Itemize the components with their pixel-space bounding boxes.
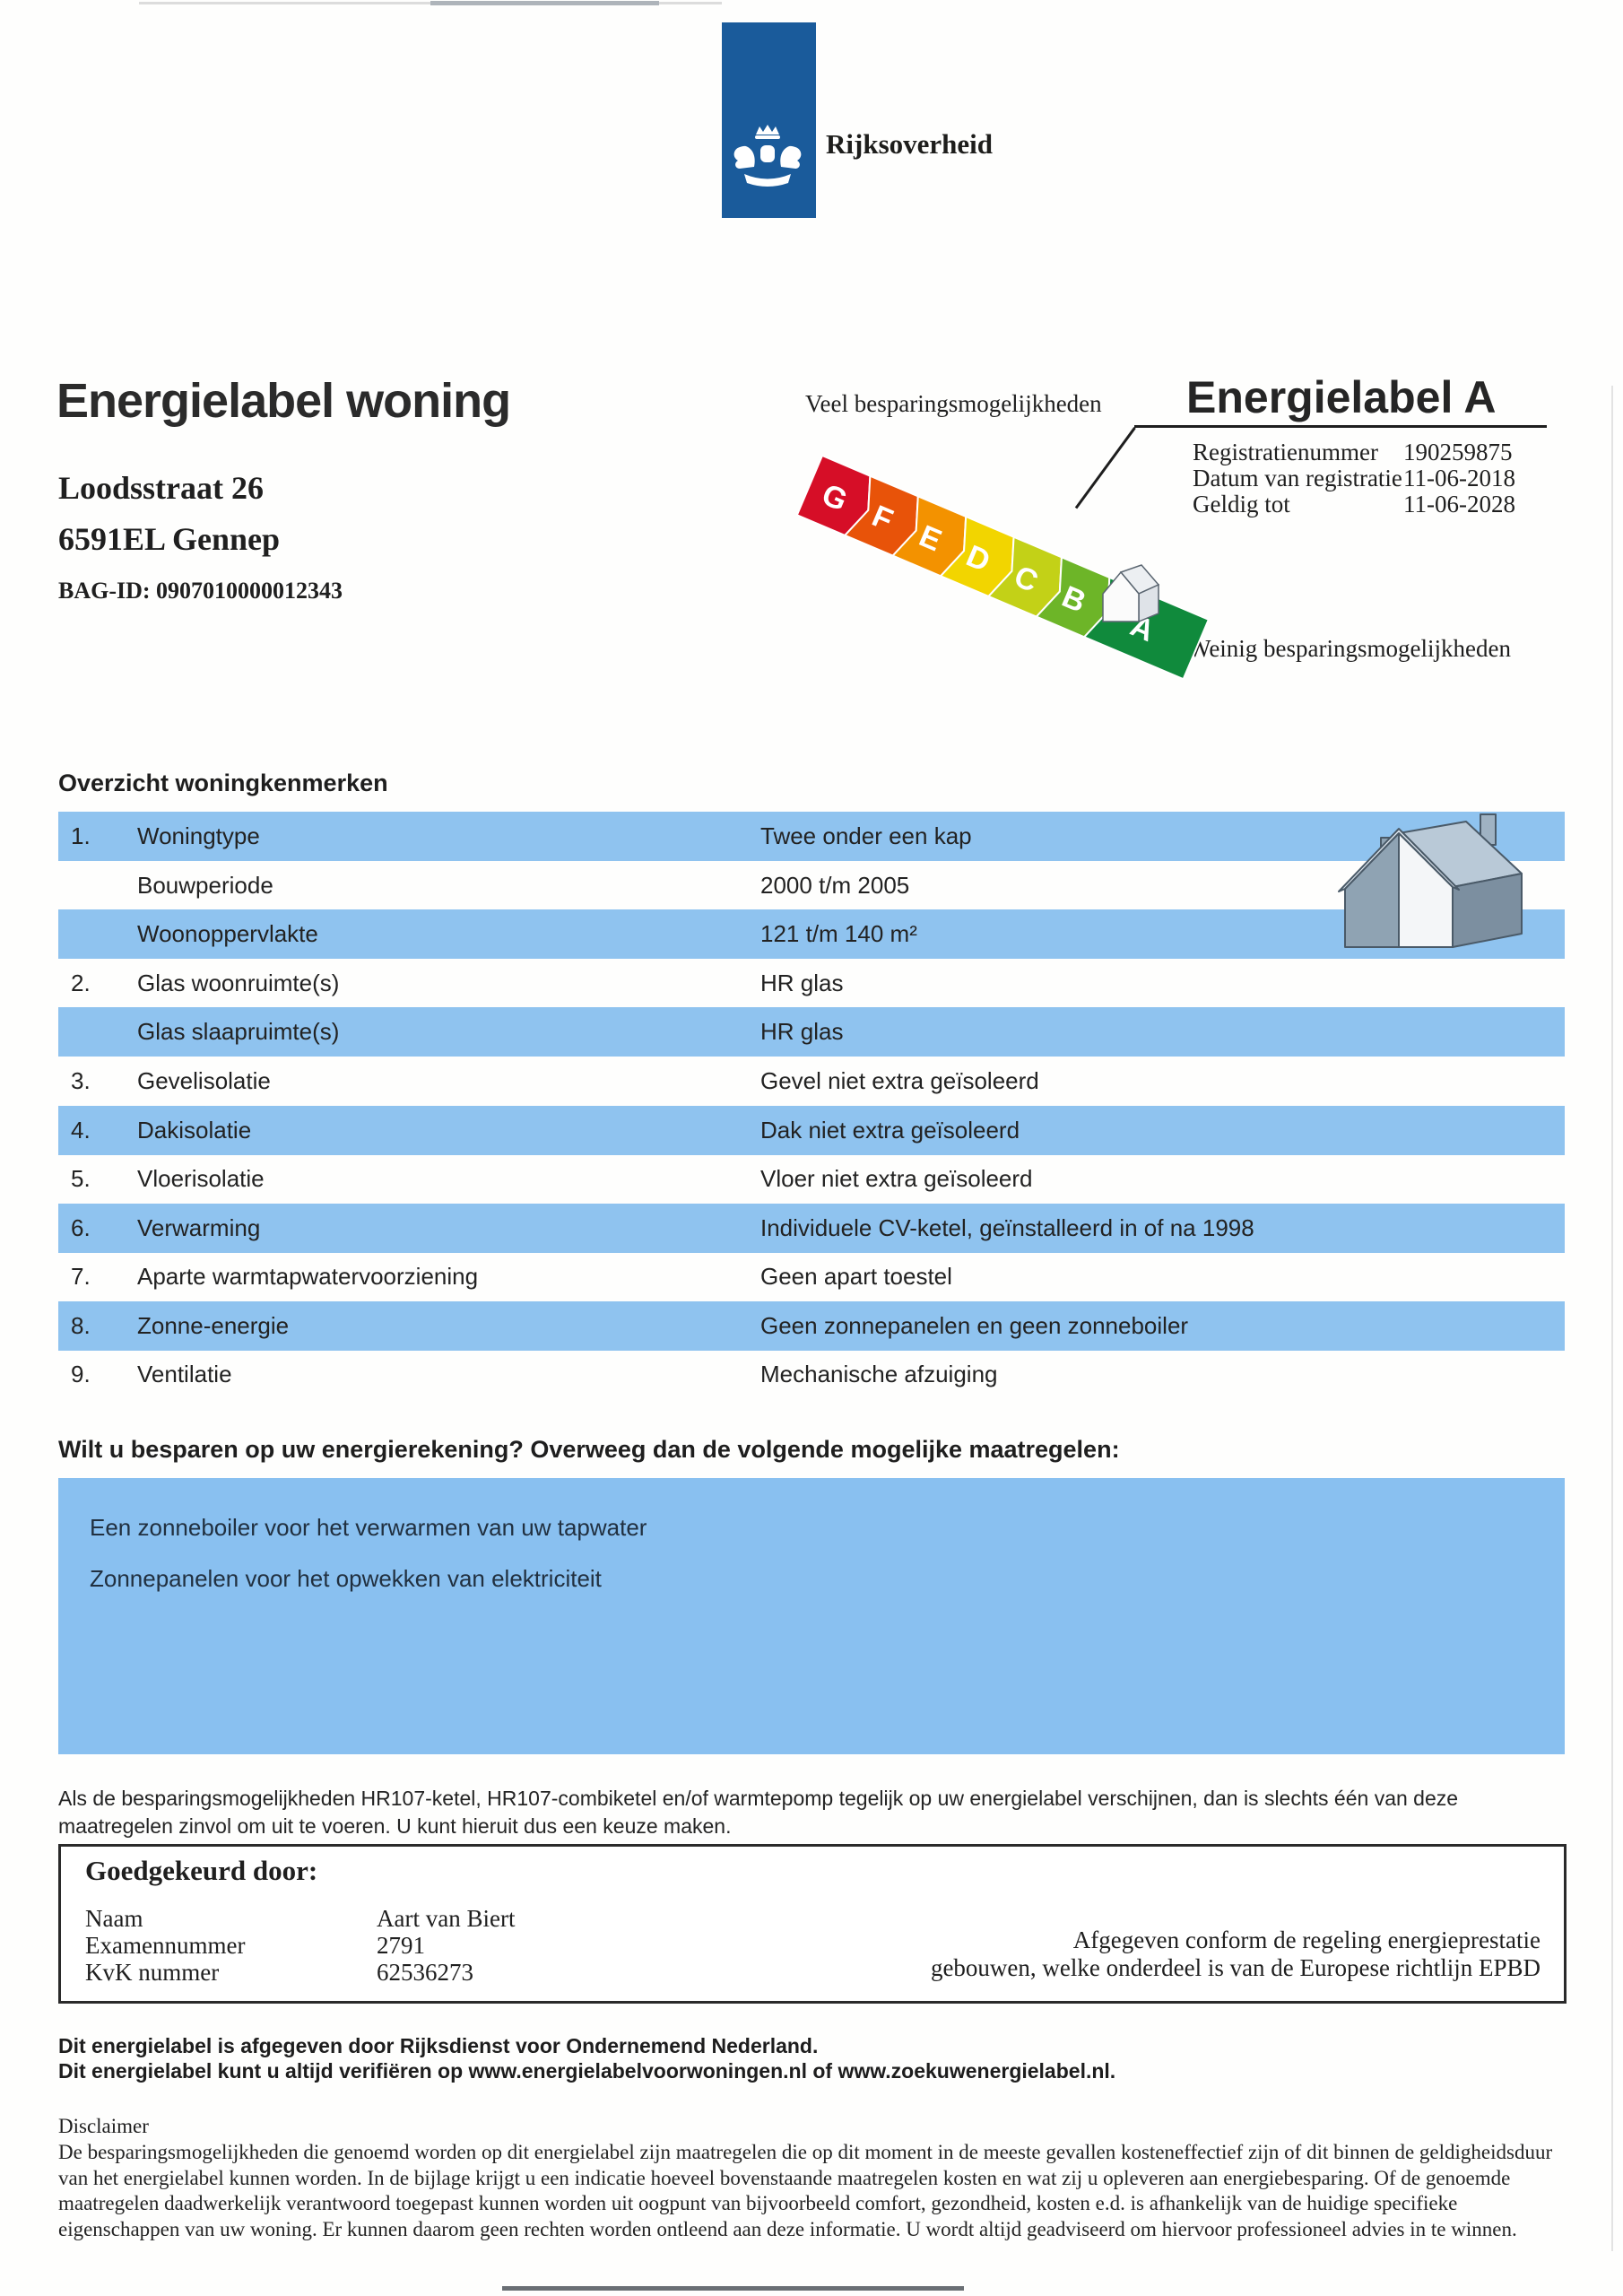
- scan-artifact-top-dark: [430, 1, 659, 5]
- disclaimer-heading: Disclaimer: [58, 2115, 149, 2137]
- row-value: Vloer niet extra geïsoleerd: [760, 1165, 1033, 1192]
- registration-number-label: Registratienummer: [1193, 439, 1378, 465]
- row-label: Glas slaapruimte(s): [137, 1018, 340, 1045]
- conform-statement-line2: gebouwen, welke onderdeel is van de Euro…: [930, 1954, 1541, 1981]
- table-row: Glas slaapruimte(s) HR glas: [58, 1007, 1565, 1057]
- ribbon-house-icon: [1102, 564, 1160, 623]
- row-label: Woonoppervlakte: [137, 920, 318, 947]
- bag-id: BAG-ID: 0907010000012343: [58, 578, 343, 604]
- table-row: 1. Woningtype Twee onder een kap: [58, 812, 1565, 861]
- address-city: 6591EL Gennep: [58, 521, 281, 557]
- energy-scale-ribbon: G F E D C B A: [795, 454, 1211, 681]
- row-label: Gevelisolatie: [137, 1067, 271, 1094]
- row-label: Verwarming: [137, 1214, 261, 1241]
- measures-box: [58, 1478, 1565, 1754]
- rijksoverheid-emblem: [733, 125, 802, 187]
- measure-item: Zonnepanelen voor het opwekken van elekt…: [90, 1565, 602, 1592]
- row-number: 4.: [71, 1117, 91, 1144]
- row-number: 1.: [71, 822, 91, 849]
- row-number: 6.: [71, 1214, 91, 1241]
- table-row: Bouwperiode 2000 t/m 2005: [58, 861, 1565, 910]
- valid-until-value: 11-06-2028: [1403, 491, 1515, 517]
- row-label: Dakisolatie: [137, 1117, 252, 1144]
- row-value: HR glas: [760, 1018, 844, 1045]
- approver-name-label: Naam: [85, 1905, 143, 1932]
- rijksoverheid-wordmark: Rijksoverheid: [826, 128, 993, 160]
- table-row: 2. Glas woonruimte(s) HR glas: [58, 959, 1565, 1008]
- row-number: 7.: [71, 1263, 91, 1290]
- row-label: Aparte warmtapwatervoorziening: [137, 1263, 479, 1290]
- approval-box: [58, 1844, 1567, 2004]
- row-value: Mechanische afzuiging: [760, 1361, 998, 1387]
- valid-until-label: Geldig tot: [1193, 491, 1290, 517]
- row-value: 2000 t/m 2005: [760, 872, 910, 899]
- row-value: Geen zonnepanelen en geen zonneboiler: [760, 1312, 1189, 1339]
- much-savings-label: Veel besparingsmogelijkheden: [805, 390, 1102, 417]
- approval-heading: Goedgekeurd door:: [85, 1855, 318, 1886]
- scan-artifact-right-line: [1611, 386, 1613, 2251]
- table-row: 8. Zonne-energie Geen zonnepanelen en geen…: [58, 1301, 1565, 1351]
- row-value: Geen apart toestel: [760, 1263, 952, 1290]
- table-row: 7. Aparte warmtapwatervoorziening Geen apa…: [58, 1252, 1565, 1301]
- conform-statement-line1: Afgegeven conform de regeling energiepre…: [1072, 1926, 1541, 1953]
- row-number: 9.: [71, 1361, 91, 1387]
- registration-date-label: Datum van registratie: [1193, 465, 1402, 491]
- page-title: Energielabel woning: [56, 374, 511, 428]
- address-street: Loodsstraat 26: [58, 470, 265, 506]
- energy-label-rating-heading: Energielabel A: [1186, 372, 1497, 422]
- scan-artifact-bottom-line: [502, 2286, 964, 2291]
- rijksoverheid-logo-block: [722, 22, 816, 218]
- row-value: 121 t/m 140 m²: [760, 920, 917, 947]
- row-value: Twee onder een kap: [760, 822, 972, 849]
- table-row: 4. Dakisolatie Dak niet extra geïsoleerd: [58, 1106, 1565, 1155]
- row-value: HR glas: [760, 970, 844, 996]
- few-savings-label: Weinig besparingsmogelijkheden: [1188, 635, 1511, 662]
- exam-number-label: Examennummer: [85, 1932, 246, 1959]
- row-label: Zonne-energie: [137, 1312, 290, 1339]
- table-row: 9. Ventilatie Mechanische afzuiging: [58, 1350, 1565, 1399]
- table-heading: Overzicht woningkenmerken: [58, 770, 388, 796]
- row-number: 2.: [71, 970, 91, 996]
- exam-number-value: 2791: [377, 1932, 425, 1959]
- row-label: Bouwperiode: [137, 872, 273, 899]
- table-row: 6. Verwarming Individuele CV-ketel, geïnst…: [58, 1204, 1565, 1253]
- row-value: Dak niet extra geïsoleerd: [760, 1117, 1020, 1144]
- registration-number-value: 190259875: [1403, 439, 1513, 465]
- measure-item: Een zonneboiler voor het verwarmen van u…: [90, 1514, 647, 1541]
- row-number: 8.: [71, 1312, 91, 1339]
- row-value: Individuele CV-ketel, geïnstalleerd in o…: [760, 1214, 1254, 1241]
- table-row: 5. Vloerisolatie Vloer niet extra geïsolee…: [58, 1154, 1565, 1204]
- row-label: Ventilatie: [137, 1361, 232, 1387]
- row-label: Vloerisolatie: [137, 1165, 265, 1192]
- verify-line: Dit energielabel kunt u altijd verifiëre…: [58, 2059, 1116, 2083]
- measures-note: Als de besparingsmogelijkheden HR107-ket…: [58, 1787, 1459, 1838]
- row-number: 3.: [71, 1067, 91, 1094]
- row-number: 5.: [71, 1165, 91, 1192]
- house-illustration: [1338, 813, 1523, 948]
- issued-by-line: Dit energielabel is afgegeven door Rijks…: [58, 2034, 819, 2057]
- table-row: Woonoppervlakte 121 t/m 140 m²: [58, 909, 1565, 959]
- table-row: 3. Gevelisolatie Gevel niet extra geïsolee…: [58, 1057, 1565, 1106]
- registration-date-value: 11-06-2018: [1403, 465, 1515, 491]
- row-label: Glas woonruimte(s): [137, 970, 340, 996]
- row-label: Woningtype: [137, 822, 260, 849]
- kvk-number-label: KvK nummer: [85, 1959, 220, 1986]
- measures-heading: Wilt u besparen op uw energierekening? O…: [58, 1436, 1120, 1463]
- row-value: Gevel niet extra geïsoleerd: [760, 1067, 1039, 1094]
- heading-underline: [1134, 425, 1547, 428]
- kvk-number-value: 62536273: [377, 1959, 473, 1986]
- approver-name-value: Aart van Biert: [377, 1905, 516, 1932]
- disclaimer-body: De besparingsmogelijkheden die genoemd w…: [58, 2141, 1553, 2240]
